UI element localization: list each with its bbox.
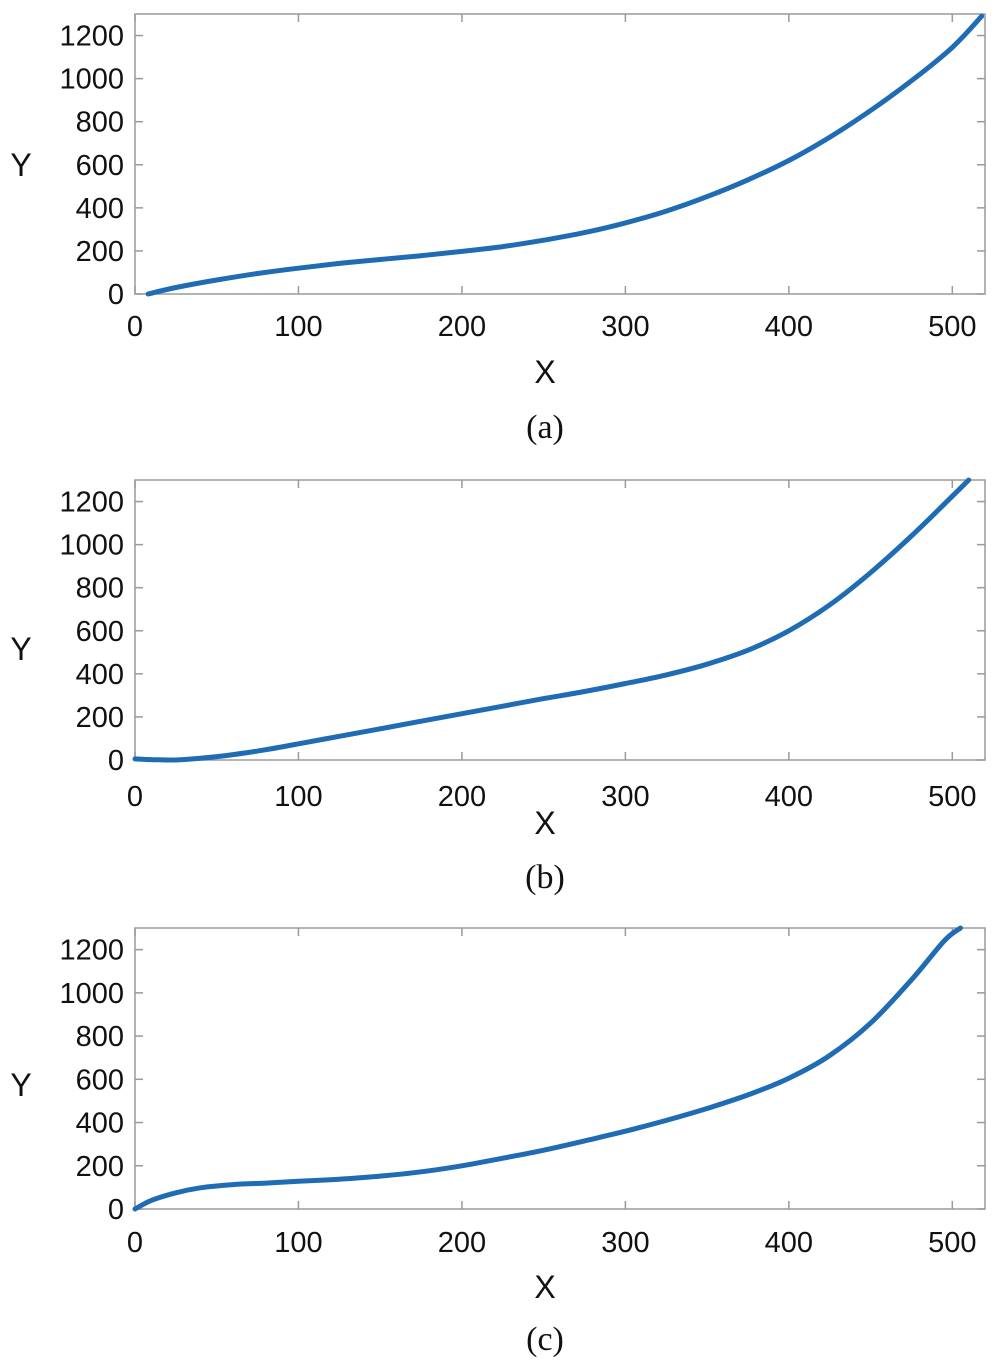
y-tick-label: 0 [108,1194,124,1226]
y-tick-label: 1000 [59,530,124,562]
x-tick-label: 200 [438,1227,486,1259]
y-tick-label: 800 [76,573,124,605]
y-tick-label: 0 [108,745,124,777]
y-tick-label: 1200 [59,21,124,53]
plot-area [134,479,986,761]
y-tick-label: 400 [76,659,124,691]
chart-panel: 0 100 200 300 400 500 0 200 400 600 800 1000 1200 X Y (… [10,13,986,446]
y-tick-label: 1200 [59,935,124,967]
y-tick-label: 400 [76,193,124,225]
y-tick-label: 200 [76,1151,124,1183]
x-tick-label: 0 [127,311,143,343]
x-axis-title: X [534,1269,555,1305]
y-tick-label: 400 [76,1108,124,1140]
chart-panel: 0 100 200 300 400 500 0 200 400 600 800 1000 1200 X Y (… [10,477,986,896]
y-tick-label: 600 [76,1064,124,1096]
x-tick-label: 500 [928,1227,976,1259]
x-tick-label: 200 [438,311,486,343]
y-axis-title: Y [10,1067,31,1103]
x-tick-label: 500 [928,311,976,343]
x-axis-title: X [534,354,555,390]
x-tick-label: 300 [601,781,649,813]
y-tick-label: 600 [76,150,124,182]
chart-panel: 0 100 200 300 400 500 0 200 400 600 800 1000 1200 X Y (… [10,925,986,1358]
y-tick-label: 200 [76,236,124,268]
series-line [132,925,963,1212]
plot-area [134,13,986,295]
x-tick-label: 400 [765,311,813,343]
y-tick-label: 800 [76,1021,124,1053]
series-line [145,13,985,297]
y-tick-label: 200 [76,702,124,734]
x-tick-label: 500 [928,781,976,813]
y-axis-title: Y [10,631,31,667]
x-tick-label: 100 [274,1227,322,1259]
x-tick-label: 400 [765,781,813,813]
panel-caption: (c) [526,1321,564,1358]
panel-caption: (a) [526,409,564,446]
x-tick-label: 300 [601,311,649,343]
x-tick-label: 100 [274,311,322,343]
x-tick-label: 300 [601,1227,649,1259]
y-tick-label: 1000 [59,978,124,1010]
x-tick-label: 0 [127,781,143,813]
x-tick-label: 100 [274,781,322,813]
x-tick-label: 0 [127,1227,143,1259]
panel-caption: (b) [525,859,565,896]
x-tick-label: 400 [765,1227,813,1259]
y-tick-label: 1200 [59,487,124,519]
x-axis-title: X [534,805,555,841]
plot-area [134,927,986,1210]
y-tick-label: 0 [108,279,124,311]
y-tick-label: 1000 [59,64,124,96]
y-tick-label: 600 [76,616,124,648]
y-axis-title: Y [10,147,31,183]
x-tick-label: 200 [438,781,486,813]
series-line [132,477,972,763]
y-tick-label: 800 [76,107,124,139]
